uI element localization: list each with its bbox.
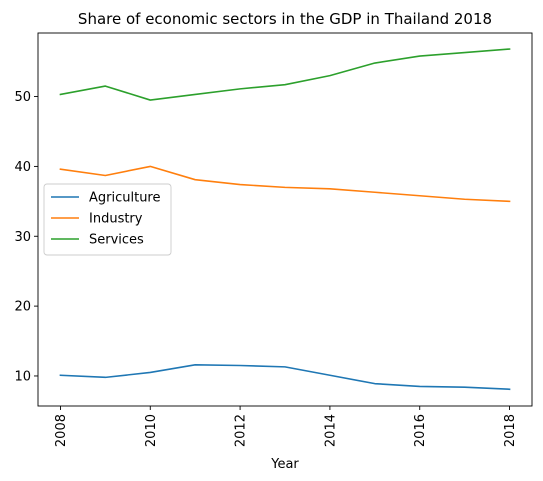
legend: Agriculture Industry Services	[43, 183, 172, 256]
chart-title: Share of economic sectors in the GDP in …	[78, 10, 492, 28]
y-tick-label: 30	[14, 230, 31, 245]
x-tick-label: 2014	[323, 414, 338, 447]
y-axis: 10 20 30 40 50	[14, 90, 38, 384]
series-line-industry	[59, 165, 511, 203]
y-tick-label: 20	[14, 300, 31, 315]
legend-label-services: Services	[89, 233, 144, 248]
x-axis: 2008 2010 2012 2014 2016 2018	[54, 406, 518, 447]
y-tick-label: 10	[14, 369, 31, 384]
legend-box	[43, 183, 172, 256]
x-tick-label: 2016	[413, 414, 428, 447]
y-tick-label: 40	[14, 160, 31, 175]
series-line-agriculture	[59, 363, 511, 391]
legend-label-industry: Industry	[89, 212, 143, 227]
x-tick-label: 2018	[503, 414, 518, 447]
legend-label-agriculture: Agriculture	[89, 191, 161, 206]
x-tick-label: 2010	[144, 414, 159, 447]
y-tick-label: 50	[14, 90, 31, 105]
x-tick-label: 2012	[234, 414, 249, 447]
x-axis-label: Year	[270, 457, 299, 472]
x-tick-label: 2008	[54, 414, 69, 447]
plot-frame	[37, 32, 533, 407]
series-line-services	[59, 48, 511, 101]
plot-area	[37, 32, 533, 407]
